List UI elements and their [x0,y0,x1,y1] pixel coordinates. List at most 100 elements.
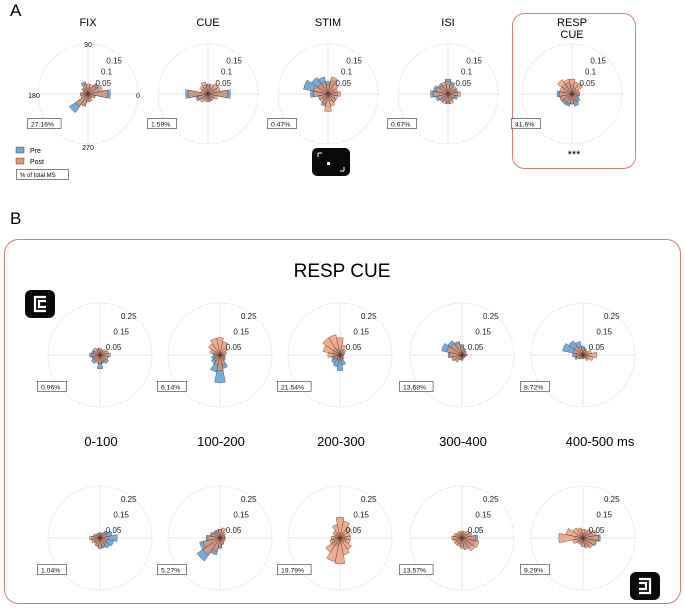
post-bar [99,536,109,540]
resp-cue-highlight-box [512,13,636,169]
post-bar [216,354,224,371]
post-bar [210,337,221,356]
post-bar [339,537,350,556]
post-bar [322,345,341,356]
post-bar [332,524,341,539]
radial-tick-label: 0.1 [341,68,353,77]
radial-tick-label: 0.25 [483,495,499,504]
radial-tick-label: 0.05 [226,526,242,535]
post-bar [98,354,102,364]
polar-plot-9: 0.25 0.15 0.05 8.72% [520,302,636,408]
radial-tick-label: 0.05 [106,526,122,535]
post-bar [219,354,226,359]
radial-tick-label: 0.25 [604,495,620,504]
post-bar [447,91,461,97]
post-bar [209,348,221,356]
percent-label: 5.27% [161,568,180,575]
polar-plot-2: 0.15 0.1 0.05 0.47% STIM [267,17,379,145]
post-bar [432,90,449,98]
radial-tick-label: 0.25 [241,312,257,321]
polar-plot-3: 0.15 0.1 0.05 0.67% ISI [387,17,499,145]
panel-b-label: B [10,209,21,228]
time-bin-label-4: 300-400 [439,434,487,449]
panel-b-border [4,239,681,604]
post-bar [582,349,592,356]
post-bar [446,346,463,356]
radial-tick-label: 0.15 [590,56,606,65]
post-bar [200,81,209,95]
post-bar [207,93,219,100]
post-bar [582,537,597,546]
percent-box [387,118,417,129]
radial-tick-label: 0.1 [585,68,597,77]
percent-box [520,564,550,575]
post-bar [87,85,103,95]
percent-label: 41.6% [515,122,534,129]
polar-plot-12: 0.25 0.15 0.05 19.79% [277,485,393,591]
radial-tick-label: 0.25 [121,495,137,504]
post-bar [99,352,111,358]
radial-tick-label: 0.15 [226,56,242,65]
polar-plots: 0.150.10.0527.16%FIX0.150.10.051.59%CUE0… [27,17,636,591]
post-bar [202,537,221,556]
post-bar [218,529,222,539]
radial-tick-label: 0.25 [483,312,499,321]
percent-label: 0.96% [41,385,60,392]
plot-title: RESP [557,17,587,29]
radial-tick-label: 0.15 [596,511,612,520]
post-bar [219,537,226,542]
post-bar [82,83,89,95]
plot-title: CUE [196,17,219,29]
post-bar [559,93,573,102]
percent-box [157,381,187,392]
radial-tick-label: 0.05 [589,343,605,352]
post-bar [89,535,101,541]
polar-plot-7: 0.25 0.15 0.05 21.54% [277,302,393,408]
radial-tick-label: 0.05 [589,526,605,535]
post-bar [187,89,209,99]
percent-label: 13.68% [403,385,426,392]
post-bar [461,353,468,357]
percent-box [511,118,541,129]
plot-title: FIX [79,17,97,29]
post-bar [99,537,108,543]
percent-label: 1.59% [151,122,170,129]
post-bar [442,93,449,105]
post-bar [571,93,579,101]
post-bar [99,537,106,547]
polar-plot-6: 0.25 0.15 0.05 6.14% [157,302,273,408]
post-bar [572,348,584,356]
radial-tick-label: 0.05 [96,79,112,88]
post-bar [447,93,456,99]
radial-tick-label: 0.25 [121,312,137,321]
percent-label: 19.79% [281,568,304,575]
post-bar [322,337,341,356]
post-bar [97,537,103,549]
plot-title: CUE [560,29,583,41]
time-bin-label-5: 400-500 ms [566,434,635,449]
post-bar [99,531,107,539]
time-bin-label-2: 100-200 [197,434,245,449]
polar-plot-11: 0.25 0.15 0.05 5.27% [157,485,273,591]
post-bar [440,81,449,95]
post-bar [461,530,470,539]
post-bar [454,354,463,363]
radial-tick-label: 0.15 [233,328,249,337]
percent-box [277,381,312,392]
post-bar [447,93,454,105]
post-bar [339,537,352,550]
radial-tick-label: 0.05 [226,343,242,352]
percent-box [37,381,67,392]
post-bar [327,91,341,97]
post-bar [80,93,89,107]
significance-stars: *** [568,149,582,161]
post-bar [219,354,227,366]
radial-tick-label: 0.15 [346,56,362,65]
post-bar [91,353,101,357]
percent-label: 8.72% [524,385,543,392]
post-bar [339,354,344,358]
post-bar [572,537,584,545]
percent-box [277,564,312,575]
percent-label: 0.67% [391,122,410,129]
radial-tick-label: 0.15 [106,56,122,65]
